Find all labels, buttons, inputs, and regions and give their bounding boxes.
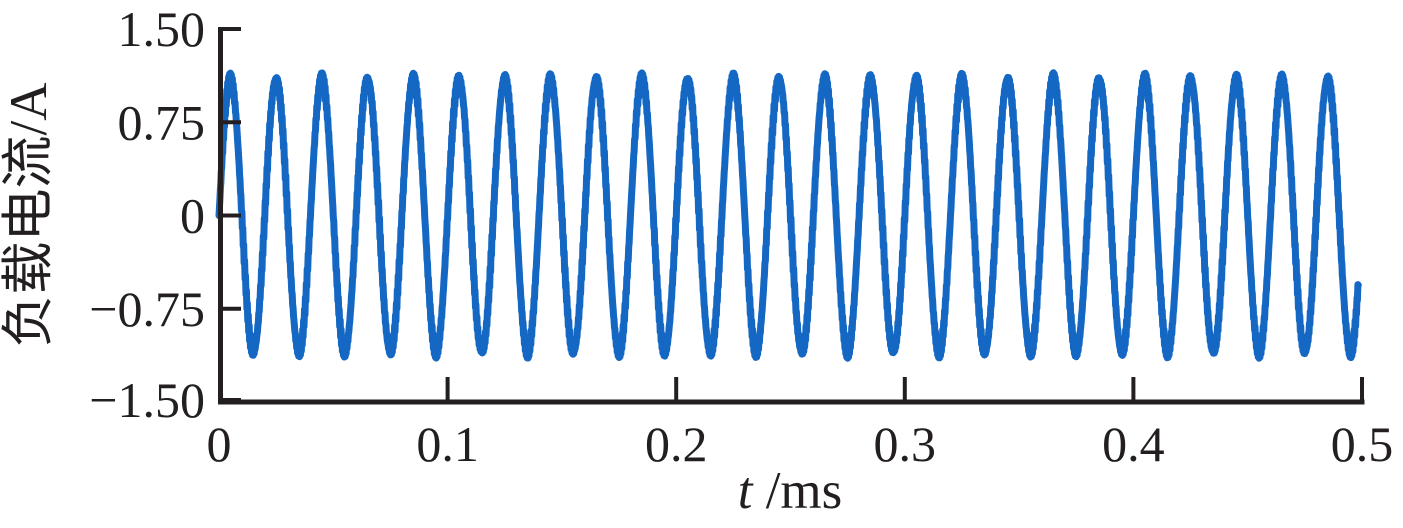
x-axis-title: t /ms: [738, 462, 843, 520]
y-tick-labels: 1.50 0.75 0 −0.75 −1.50: [89, 1, 205, 428]
x-axis-title-variable: t: [738, 462, 754, 520]
y-tick-marks: [222, 27, 241, 402]
x-tick-marks: [445, 377, 1364, 400]
y-tick-label: −1.50: [89, 372, 205, 428]
y-tick-label: 0: [180, 188, 205, 244]
x-tick-label: 0.5: [1331, 416, 1394, 472]
x-tick-label: 0.4: [1102, 416, 1165, 472]
y-tick-label: 1.50: [118, 1, 206, 57]
load-current-trace: [215, 69, 1362, 362]
y-tick-label: 0.75: [118, 95, 206, 151]
x-tick-labels: 0 0.1 0.2 0.3 0.4 0.5: [207, 416, 1394, 472]
x-axis-title-unit: /ms: [752, 462, 842, 520]
y-tick-label: −0.75: [89, 281, 205, 337]
y-axis-title: 负载电流/A: [0, 83, 58, 348]
axes: [218, 27, 1365, 405]
x-tick-label: 0.2: [645, 416, 708, 472]
x-tick-label: 0: [207, 416, 232, 472]
x-tick-label: 0.3: [874, 416, 937, 472]
x-tick-label: 0.1: [416, 416, 479, 472]
